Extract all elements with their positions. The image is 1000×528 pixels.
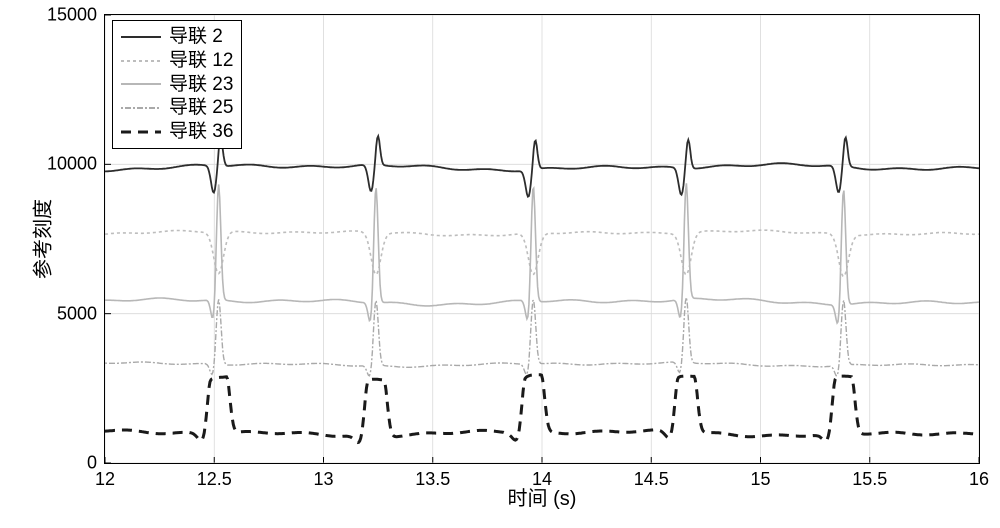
x-tick-label: 15.5 <box>852 469 887 490</box>
legend-item: 导联 25 <box>119 96 233 120</box>
x-tick-label: 13.5 <box>415 469 450 490</box>
legend-swatch <box>119 28 163 46</box>
legend-item: 导联 36 <box>119 120 233 144</box>
legend-label: 导联 23 <box>169 73 233 97</box>
series-lead36 <box>105 375 979 443</box>
y-tick-label: 5000 <box>57 303 97 324</box>
legend-swatch <box>119 52 163 70</box>
legend-label: 导联 12 <box>169 49 233 73</box>
legend-label-num: 2 <box>212 26 223 47</box>
legend-label: 导联 25 <box>169 96 233 120</box>
legend-label-prefix: 导联 <box>169 74 212 95</box>
legend-label-num: 36 <box>212 121 233 142</box>
x-tick-label: 12.5 <box>197 469 232 490</box>
x-tick-label: 13 <box>313 469 333 490</box>
legend-swatch <box>119 75 163 93</box>
legend-item: 导联 23 <box>119 73 233 97</box>
x-tick-label: 16 <box>969 469 989 490</box>
x-tick-label: 14.5 <box>634 469 669 490</box>
y-axis-label: 参考刻度 <box>27 199 56 279</box>
y-tick-label: 10000 <box>47 154 97 175</box>
legend-label: 导联 36 <box>169 120 233 144</box>
x-tick-label: 12 <box>95 469 115 490</box>
legend-label-prefix: 导联 <box>169 97 212 118</box>
legend-label-num: 12 <box>212 50 233 71</box>
legend: 导联 2导联 12导联 23导联 25导联 36 <box>112 20 242 149</box>
series-lead12 <box>105 230 979 276</box>
legend-label: 导联 2 <box>169 25 223 49</box>
legend-swatch <box>119 123 163 141</box>
legend-label-prefix: 导联 <box>169 26 212 47</box>
legend-item: 导联 12 <box>119 49 233 73</box>
legend-label-num: 23 <box>212 74 233 95</box>
plot-area: 导联 2导联 12导联 23导联 25导联 36 参考刻度 时间 (s) 121… <box>104 14 980 464</box>
series-lead25 <box>105 297 979 375</box>
y-tick-label: 0 <box>87 453 97 474</box>
series-lead23 <box>105 183 979 323</box>
legend-label-prefix: 导联 <box>169 50 212 71</box>
x-tick-label: 14 <box>532 469 552 490</box>
legend-swatch <box>119 99 163 117</box>
legend-label-num: 25 <box>212 97 233 118</box>
x-tick-label: 15 <box>750 469 770 490</box>
legend-label-prefix: 导联 <box>169 121 212 142</box>
legend-item: 导联 2 <box>119 25 233 49</box>
y-tick-label: 15000 <box>47 5 97 26</box>
